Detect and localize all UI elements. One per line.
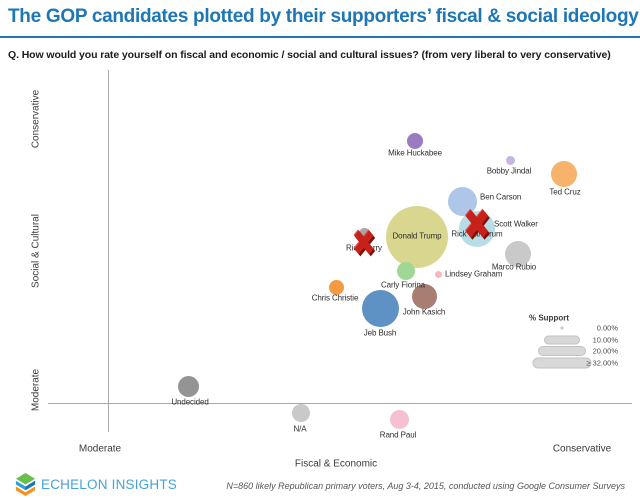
size-legend-shape [544,335,580,345]
bubble-kasich [411,283,437,309]
dropout-x-icon: ✖ [351,223,377,265]
label-huckabee: Mike Huckabee [388,148,442,158]
bubble-cruz [551,161,577,187]
survey-question: Q. How would you rate yourself on fiscal… [8,49,611,61]
dropout-x-icon: ✖ [462,200,492,250]
size-legend-shape [532,357,592,369]
bubble-christie [328,279,344,295]
bubble-walker [459,211,495,247]
methodology-note: N=860 likely Republican primary voters, … [226,481,625,491]
y-axis-title: Social & Cultural [30,214,42,288]
label-christie: Chris Christie [311,293,359,303]
label-walker: Scott Walker [494,219,538,229]
size-legend-value: 10.00% [592,335,618,345]
bubble-na [292,404,310,422]
label-rubio: Marco Rubio [491,262,537,272]
bubble-graham [434,270,442,278]
bubble-rubio [505,241,531,267]
y-axis-top-label: Conservative [30,89,42,149]
bubble-bush [361,289,399,327]
bubble-perry [358,227,370,239]
y-axis-bottom-label: Moderate [30,368,42,412]
x-axis-title: Fiscal & Economic [294,458,378,470]
label-bush: Jeb Bush [363,328,397,338]
echelon-logo-text: ECHELON INSIGHTS [41,477,177,492]
label-jindal: Bobby Jindal [486,166,532,176]
title-divider [0,36,640,38]
size-legend-title: % Support [529,313,569,323]
bubble-huckabee [407,133,423,149]
bubble-carson [447,186,477,216]
label-santorum: Rick Santorum [451,229,503,239]
bubble-undecided [177,375,199,397]
label-undecided: Undecided [171,397,209,407]
label-kasich: John Kasich [402,307,446,317]
x-axis-right-label: Conservative [552,443,612,455]
y-axis-line [108,70,109,432]
bubble-santorum [467,227,473,233]
page-title: The GOP candidates plotted by their supp… [8,6,639,27]
bubble-trump [386,206,448,268]
size-legend-shape [560,326,564,330]
bubble-paul [389,409,409,429]
label-cruz: Ted Cruz [549,187,581,197]
label-fiorina: Carly Fiorina [380,280,426,290]
size-legend-shape [538,346,586,356]
bubble-jindal [505,155,515,165]
x-axis-left-label: Moderate [78,443,122,455]
bubble-fiorina [397,262,415,280]
label-carson: Ben Carson [480,192,522,202]
label-trump: Donald Trump [392,231,442,241]
x-axis-line [48,403,632,404]
size-legend-value: 20.00% [592,346,618,356]
label-paul: Rand Paul [379,430,417,440]
label-na: N/A [293,424,307,434]
size-legend-value: 0.00% [596,323,618,333]
echelon-logo-icon [14,473,37,498]
label-graham: Lindsey Graham [445,269,503,279]
label-perry: Rick Perry [346,243,382,253]
size-legend-value: ≥ 32.00% [586,358,618,368]
